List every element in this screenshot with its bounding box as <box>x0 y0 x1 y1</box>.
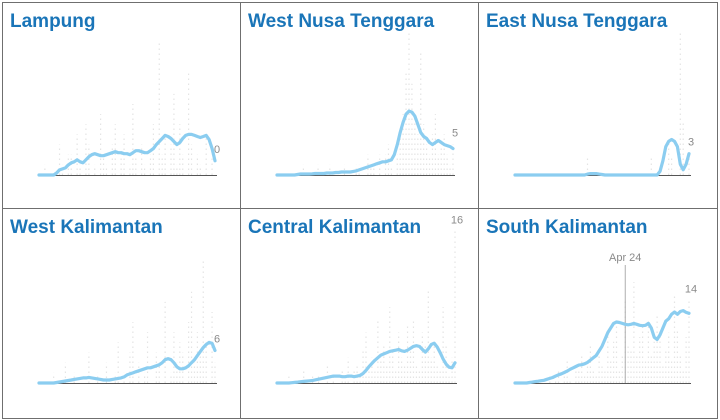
chart-west-nusa-tenggara: 5 <box>275 33 458 177</box>
panel-central-kalimantan: Central Kalimantan 16 <box>240 208 479 419</box>
panel-west-nusa-tenggara: West Nusa Tenggara 5 <box>240 2 479 209</box>
panel-title: West Nusa Tenggara <box>248 11 435 32</box>
trend-line <box>275 341 457 385</box>
chart-east-nusa-tenggara: 3 <box>513 33 694 177</box>
panel-east-nusa-tenggara: East Nusa Tenggara 3 <box>478 2 718 209</box>
panel-title: South Kalimantan <box>486 217 648 238</box>
panel-west-kalimantan: West Kalimantan 6 <box>2 208 241 419</box>
last-value-label: 16 <box>451 214 463 226</box>
last-value-label: 14 <box>685 284 697 296</box>
panel-title: Central Kalimantan <box>248 217 422 238</box>
last-value-label: 3 <box>688 137 694 149</box>
trend-line <box>37 340 217 385</box>
panel-title: East Nusa Tenggara <box>486 11 668 32</box>
last-value-label: 6 <box>214 334 220 346</box>
trend-line <box>513 137 691 177</box>
panel-south-kalimantan: South Kalimantan Apr 24 14 <box>478 208 718 419</box>
chart-central-kalimantan: 16 <box>275 214 463 385</box>
annotation-label: Apr 24 <box>609 252 641 264</box>
chart-south-kalimantan: Apr 24 14 <box>513 252 697 385</box>
trend-line <box>37 132 217 177</box>
chart-lampung: 0 <box>37 43 220 177</box>
trend-line <box>513 308 691 385</box>
panel-title: West Kalimantan <box>10 217 163 238</box>
panel-title: Lampung <box>10 11 96 32</box>
panel-lampung: Lampung 0 <box>2 2 241 209</box>
chart-west-kalimantan: 6 <box>37 261 220 385</box>
last-value-label: 5 <box>452 128 458 140</box>
trend-line <box>275 109 455 177</box>
last-value-label: 0 <box>214 144 220 156</box>
